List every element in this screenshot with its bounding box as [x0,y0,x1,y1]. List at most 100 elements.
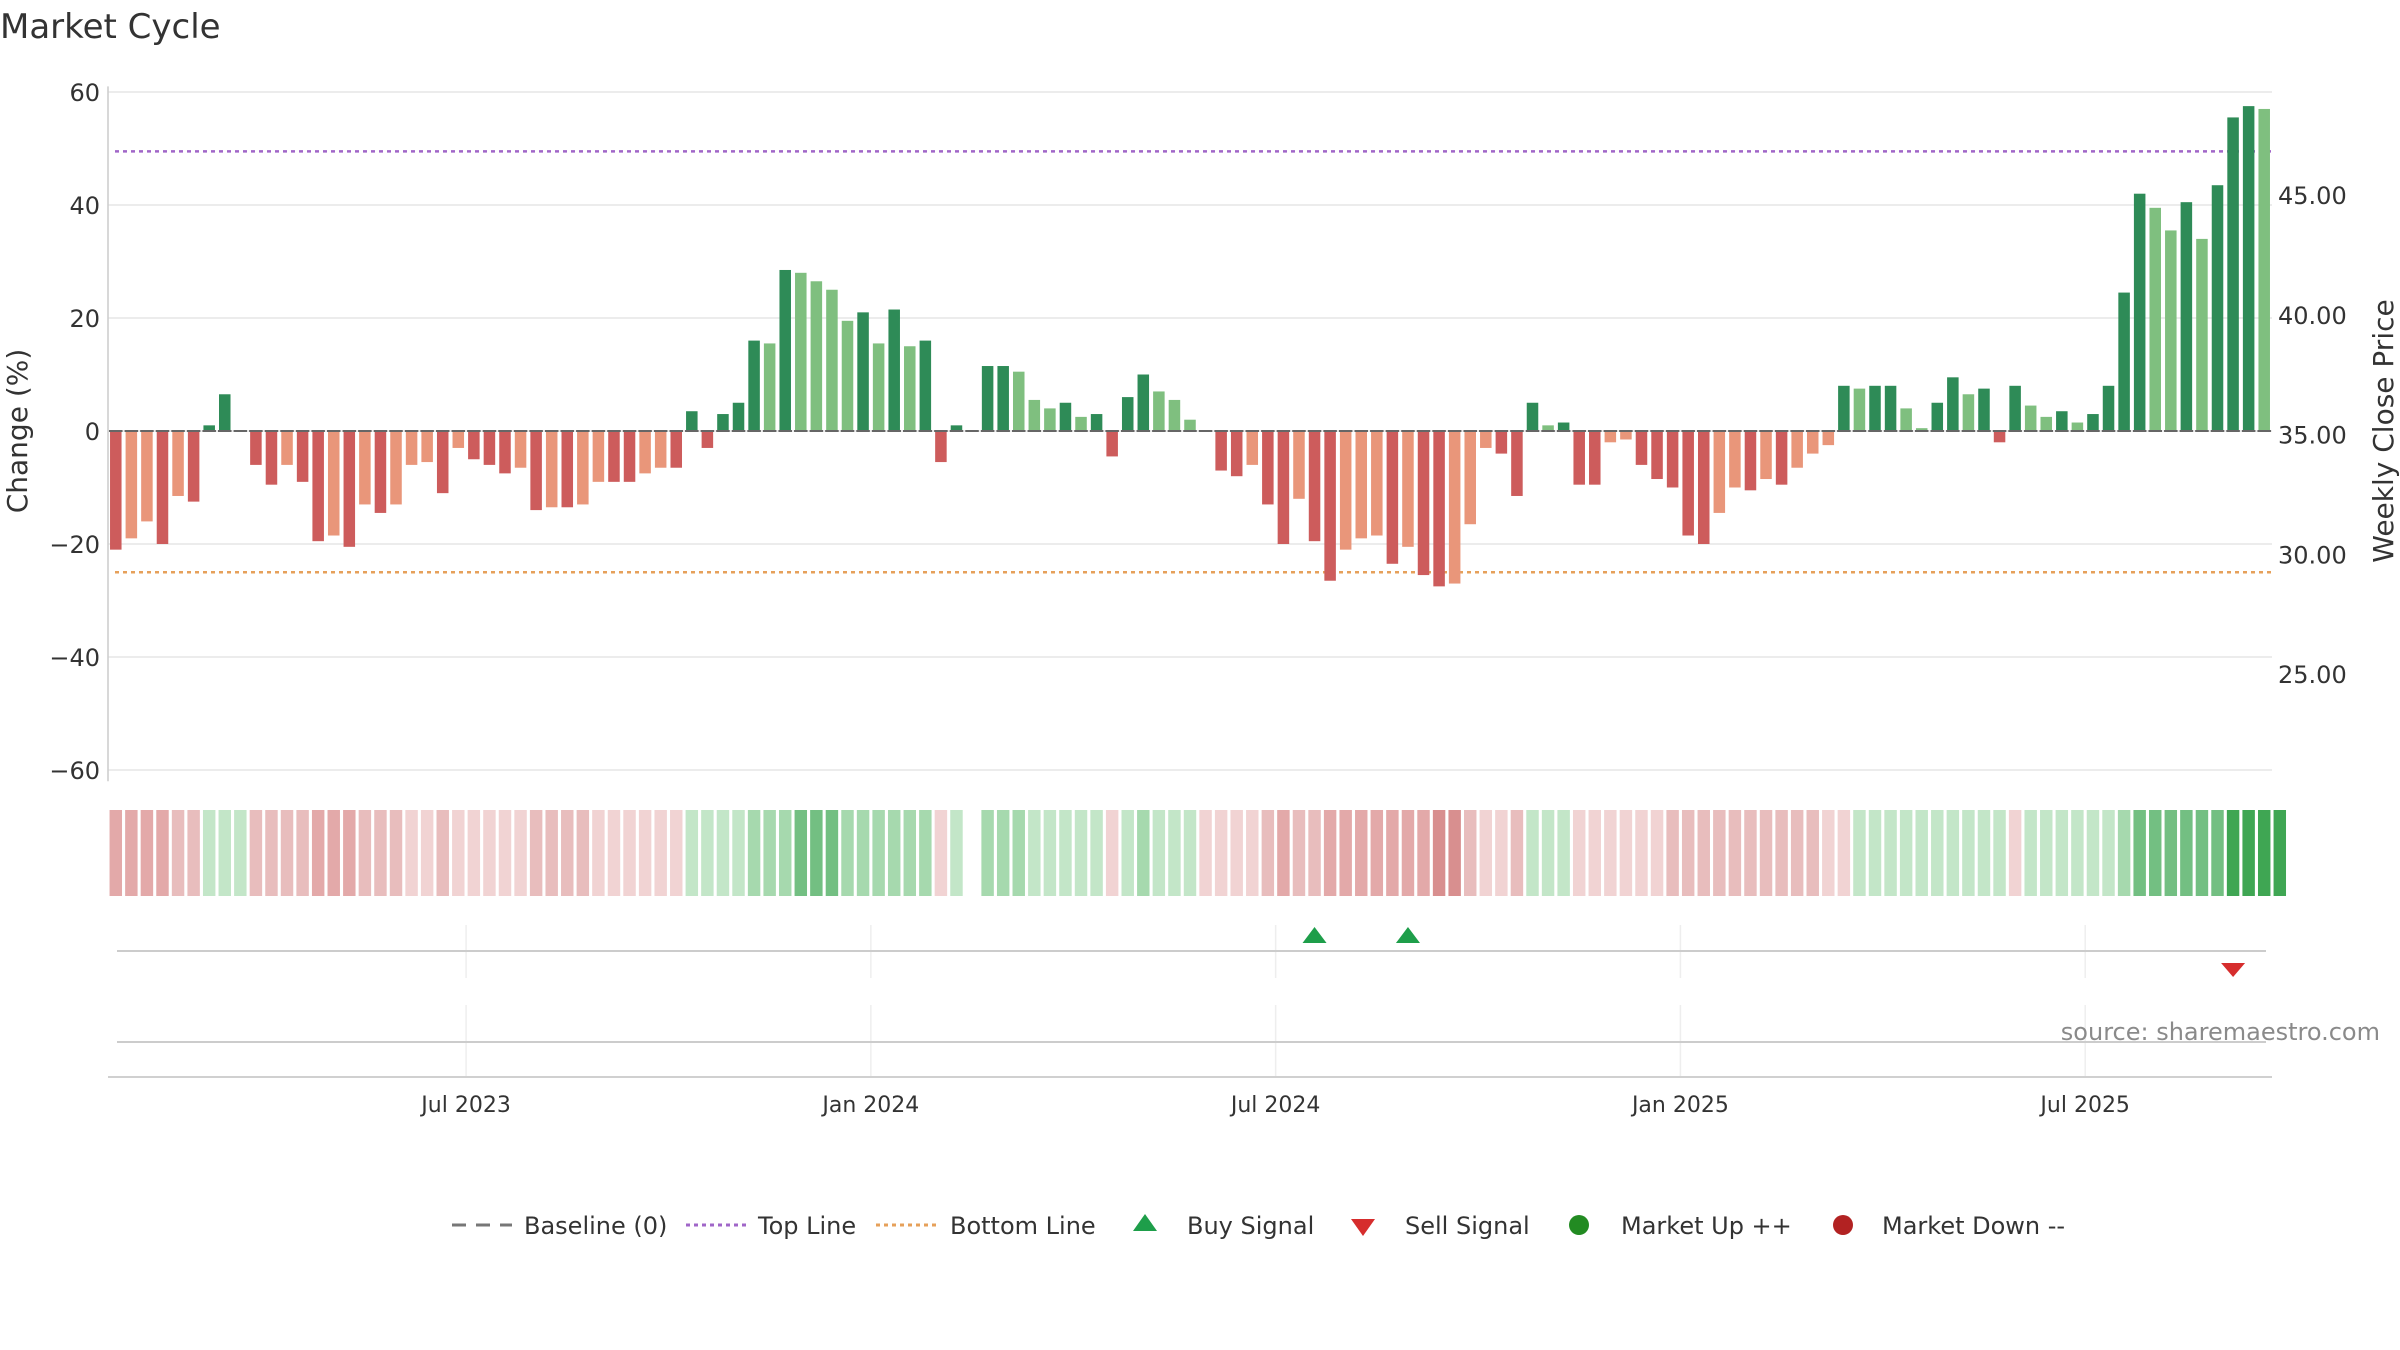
bar [1293,431,1305,499]
heat-cell [872,810,885,896]
bar [2149,207,2161,431]
bar [1386,431,1399,564]
heat-cell [2040,810,2053,896]
bar [296,431,309,482]
heat-cell [1292,810,1306,896]
bar [468,431,480,460]
heat-cell [343,810,356,896]
heat-cell [1962,810,1975,896]
right-axis-ticks: 45.00 40.00 35.00 30.00 25.00 [2278,182,2347,689]
left-tick-label: 0 [85,418,100,446]
bar [1697,431,1710,544]
heat-cell [1479,810,1493,896]
bar [1215,431,1227,471]
legend-label: Bottom Line [950,1212,1096,1240]
heat-cell [529,810,543,896]
legend-dot-marker [1833,1215,1853,1235]
left-tick-label: −60 [49,757,100,785]
bar [2227,117,2239,432]
heat-cell [825,810,839,896]
heat-cell [1666,810,1679,896]
bar [1713,431,1726,513]
x-tick-label: Jul 2025 [2038,1093,2130,1118]
bar [483,431,496,465]
heat-cell [1448,810,1461,896]
heat-cell [670,810,683,896]
bar [1495,431,1508,454]
bar [1464,431,1476,525]
heat-cell [1588,810,1602,896]
heat-cell [1650,810,1664,896]
bar [1448,431,1461,584]
signals-panel [108,925,2272,1078]
bar [857,312,869,431]
bar [981,366,994,431]
heat-cell [1868,810,1882,896]
bar [1978,388,1990,431]
heat-cell [265,810,278,896]
heat-cell [1681,810,1695,896]
heat-cell [280,810,294,896]
bar [592,431,605,482]
heat-cell [1323,810,1337,896]
heat-cell [919,810,932,896]
heat-cell [2195,810,2209,896]
heat-cell [1806,810,1819,896]
heat-cell [2024,810,2037,896]
bar [1012,371,1025,431]
bar [1806,431,1819,454]
bar [1620,431,1632,440]
heat-cell [405,810,418,896]
heat-cell [576,810,590,896]
heat-cell [1604,810,1617,896]
bar [1433,431,1445,587]
bar [1931,402,1944,431]
bar [561,431,574,508]
bar [1480,431,1492,448]
heat-cell [1028,810,1041,896]
heat-cell [1713,810,1726,896]
x-tick-label: Jul 2023 [419,1093,511,1118]
bar [2024,405,2037,431]
heat-cell [981,810,994,896]
bar [779,269,791,431]
bar [1760,431,1772,480]
heat-cell [1853,810,1866,896]
heat-cell [1339,810,1352,896]
heat-cell [2149,810,2162,896]
heat-cell [187,810,200,896]
heat-cell [202,810,216,896]
bar [141,431,153,522]
heat-cell [389,810,403,896]
reference-lines [115,150,2272,574]
bar [795,272,807,431]
bar [374,431,387,513]
heat-cell [934,810,948,896]
left-tick-label: 20 [69,305,100,333]
heat-cell [1915,810,1928,896]
heat-cell [1074,810,1088,896]
bar [639,431,651,474]
left-tick-label: −20 [49,531,100,559]
bar [1557,422,1570,431]
heat-cell [1401,810,1415,896]
bar [1915,428,1928,431]
legend: Baseline (0) Top Line Bottom Line Buy Signa… [452,1212,2065,1240]
heat-cell [2008,810,2022,896]
bar [748,340,760,431]
bar [872,343,885,431]
bar [1822,431,1835,446]
heat-cell [1510,810,1524,896]
heat-cell [125,810,138,896]
right-tick-label: 35.00 [2278,422,2347,450]
heat-cell [1884,810,1897,896]
bar [1511,431,1523,496]
bar [935,431,947,463]
heat-cell [1090,810,1103,896]
heat-cell [514,810,527,896]
heat-cell [2226,810,2240,896]
bar [1993,431,2006,443]
heat-cell [1121,810,1134,896]
bar [1402,431,1414,547]
heat-cell [638,810,652,896]
